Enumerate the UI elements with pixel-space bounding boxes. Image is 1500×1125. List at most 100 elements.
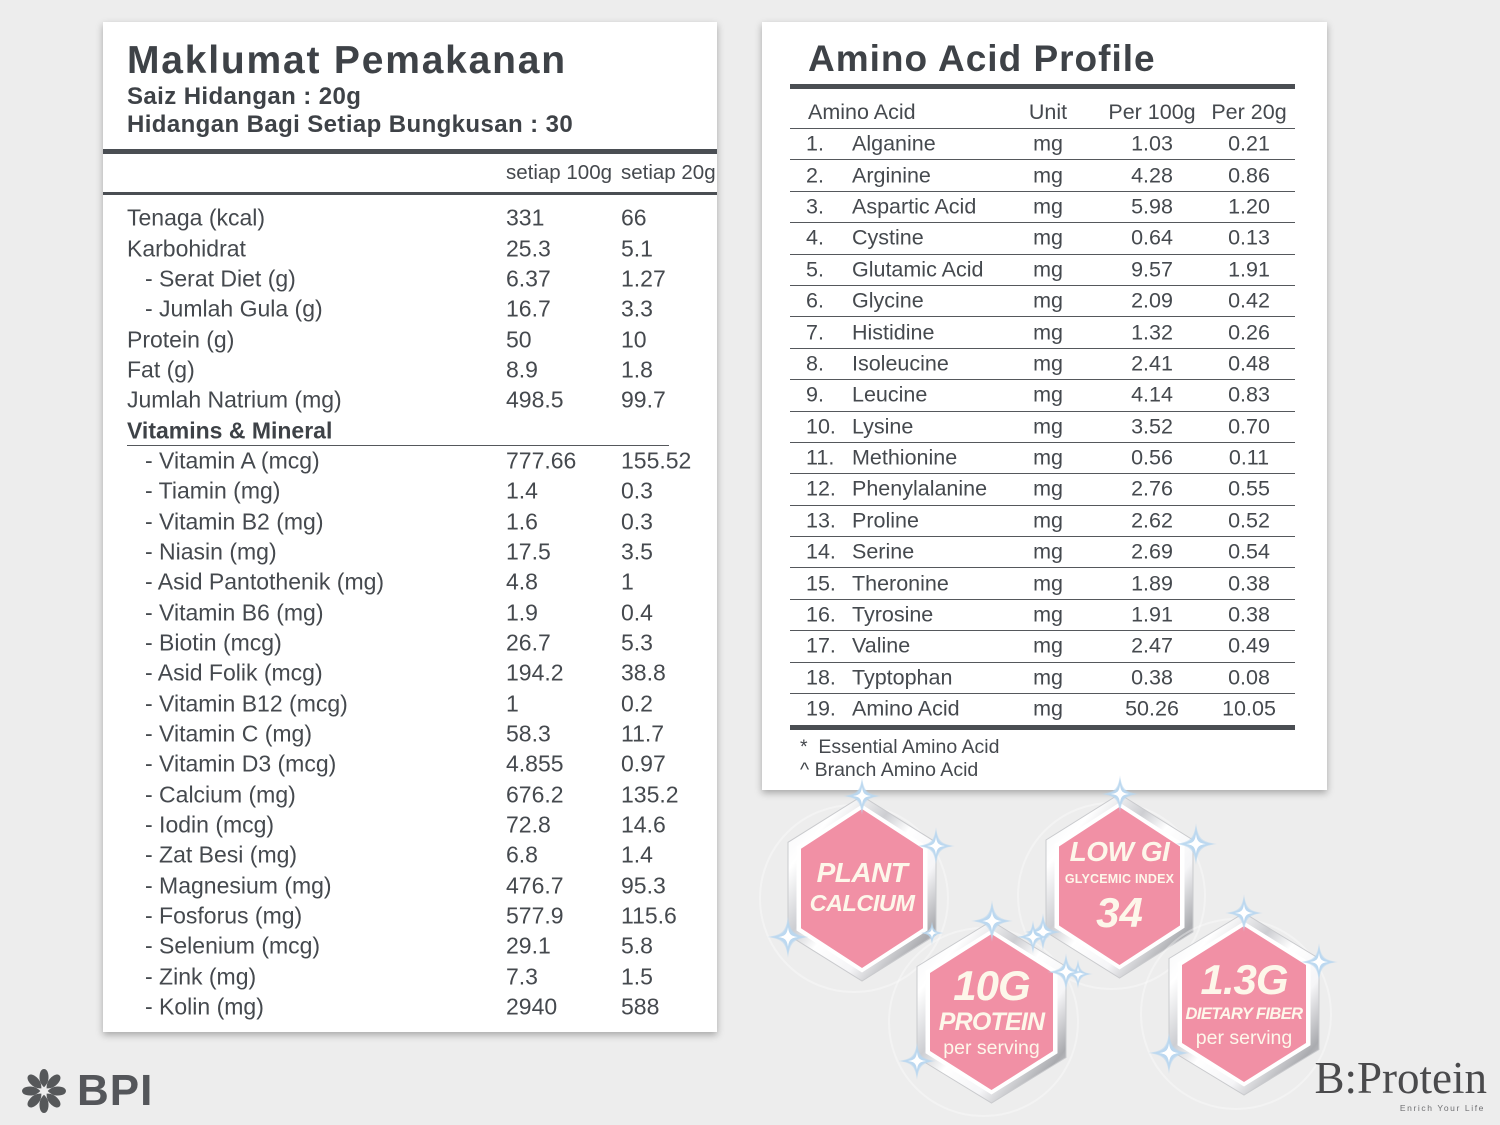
amino-acid-panel: Amino Acid Profile Amino Acid Unit Per 1… — [762, 22, 1327, 790]
sparkle-icon — [1300, 943, 1338, 981]
amino-row: 17. Valine mg 2.47 0.49 — [790, 630, 1295, 661]
amino-name: Histidine — [852, 320, 935, 345]
amino-per-100g: 1.89 — [1131, 571, 1173, 596]
value-per-20g: 14.6 — [621, 811, 666, 838]
sparkle-star — [927, 836, 945, 855]
amino-name: Theronine — [852, 571, 949, 596]
value-per-20g: 0.3 — [621, 477, 653, 504]
value-per-100g: 577.9 — [506, 902, 564, 929]
amino-per-20g: 1.91 — [1228, 257, 1270, 282]
value-per-20g: 99.7 — [621, 386, 666, 413]
value-per-100g: 1 — [506, 690, 519, 717]
badge-protein-10g: 10G PROTEIN per serving — [888, 900, 1085, 1118]
nutrition-row: - Asid Folik (mcg) 194.2 38.8 — [103, 658, 717, 688]
value-per-100g: 194.2 — [506, 659, 564, 686]
value-per-100g: 16.7 — [506, 295, 551, 322]
amino-per-20g: 0.48 — [1228, 351, 1270, 376]
amino-per-20g: 0.70 — [1228, 414, 1270, 439]
value-per-100g: 6.8 — [506, 841, 538, 868]
amino-row: 15. Theronine mg 1.89 0.38 — [790, 567, 1295, 598]
nutrition-row: - Vitamin B6 (mg) 1.9 0.4 — [103, 597, 717, 627]
amino-unit: mg — [1033, 445, 1063, 470]
nutrition-row: - Zink (mg) 7.3 1.5 — [103, 962, 717, 992]
amino-per-100g: 2.47 — [1131, 633, 1173, 658]
amino-row-number: 10. — [806, 414, 836, 439]
amino-per-20g: 0.55 — [1228, 476, 1270, 501]
value-per-20g: 155.52 — [621, 447, 692, 474]
value-per-100g: 8.9 — [506, 356, 538, 383]
value-per-20g: 0.3 — [621, 508, 653, 535]
amino-row: 8. Isoleucine mg 2.41 0.48 — [790, 347, 1295, 379]
amino-unit: mg — [1033, 633, 1063, 658]
bprotein-tagline: Enrich Your Life — [1399, 1103, 1485, 1113]
badge-hexagon — [1168, 912, 1320, 1096]
amino-row: 19. Amino Acid mg 50.26 10.05 — [790, 693, 1295, 724]
sparkle-icon — [767, 915, 809, 958]
nutrition-row: - Vitamin B12 (mcg) 1 0.2 — [103, 689, 717, 719]
amino-name: Leucine — [852, 382, 928, 407]
amino-row-number: 12. — [806, 476, 836, 501]
nutrient-label: - Serat Diet (g) — [145, 265, 296, 292]
nutrition-row: - Jumlah Gula (g) 16.7 3.3 — [103, 294, 717, 324]
badge-line: LOW GI — [1069, 836, 1170, 868]
amino-per-20g: 0.21 — [1228, 131, 1270, 156]
amino-name: Methionine — [852, 445, 958, 470]
nutrient-label: - Zat Besi (mg) — [145, 841, 298, 868]
nutrient-label: - Vitamin B12 (mcg) — [145, 690, 348, 717]
value-per-100g: 498.5 — [506, 386, 564, 413]
sparkle-star — [1159, 1043, 1179, 1064]
nutrition-row: - Niasin (mg) 17.5 3.5 — [103, 537, 717, 567]
sparkle-icon — [1024, 913, 1062, 951]
value-per-20g: 135.2 — [621, 781, 679, 808]
nutrition-row: - Selenium (mcg) 29.1 5.8 — [103, 931, 717, 961]
nutrition-row: - Calcium (mg) 676.2 135.2 — [103, 780, 717, 810]
amino-per-100g: 0.56 — [1131, 445, 1173, 470]
bprotein-brand-text: B:Protein — [1314, 1053, 1487, 1103]
bpi-logo-text: BPI — [77, 1066, 154, 1115]
nutrient-label: Fat (g) — [127, 356, 195, 383]
amino-per-20g: 0.13 — [1228, 225, 1270, 250]
amino-name: Alganine — [852, 131, 936, 156]
nutrition-row: - Tiamin (mg) 1.4 0.3 — [103, 476, 717, 506]
serving-size-text: Saiz Hidangan : 20g — [127, 83, 362, 110]
badge-plant-calcium: PLANT CALCIUM — [759, 777, 955, 994]
amino-row: 10. Lysine mg 3.52 0.70 — [790, 410, 1295, 442]
value-per-20g: 1.27 — [621, 265, 666, 292]
sparkle-icon — [843, 777, 881, 815]
amino-unit: mg — [1033, 476, 1063, 501]
sparkle-star — [853, 787, 871, 805]
amino-row: 2. Arginine mg 4.28 0.86 — [790, 159, 1295, 190]
nutrient-label: - Biotin (mcg) — [145, 629, 282, 656]
amino-unit: mg — [1033, 194, 1063, 219]
column-header-per-100g: setiap 100g — [506, 161, 613, 184]
amino-row-number: 11. — [806, 445, 835, 470]
amino-row: 13. Proline mg 2.62 0.52 — [790, 504, 1295, 536]
footnote-branch: ^ Branch Amino Acid — [800, 759, 979, 781]
badge-line: CALCIUM — [809, 890, 915, 917]
sparkle-icon — [919, 921, 944, 945]
amino-row-number: 5. — [806, 257, 824, 282]
amino-per-100g: 4.28 — [1131, 163, 1173, 188]
nutrition-panel-title: Maklumat Pemakanan — [127, 39, 567, 82]
badge-hexagon-inner — [1182, 926, 1306, 1082]
amino-per-20g: 0.08 — [1228, 665, 1270, 690]
amino-unit: mg — [1033, 602, 1063, 627]
amino-unit: mg — [1033, 225, 1063, 250]
sparkle-icon — [970, 900, 1013, 942]
amino-row: 11. Methionine mg 0.56 0.11 — [790, 441, 1295, 473]
nutrient-label: - Vitamin B6 (mg) — [145, 599, 324, 626]
amino-row: 5. Glutamic Acid mg 9.57 1.91 — [790, 253, 1295, 285]
amino-name: Cystine — [852, 225, 924, 250]
amino-per-20g: 0.52 — [1228, 508, 1270, 533]
value-per-100g: 7.3 — [506, 963, 538, 990]
nutrient-label: - Zink (mg) — [145, 963, 257, 990]
value-per-100g: 25.3 — [506, 235, 551, 262]
nutrition-row: - Zat Besi (mg) 6.8 1.4 — [103, 840, 717, 870]
value-per-20g: 5.8 — [621, 932, 653, 959]
amino-unit: mg — [1033, 257, 1063, 282]
value-per-100g: 4.855 — [506, 750, 564, 777]
flower-petal — [27, 1074, 42, 1089]
value-per-20g: 3.3 — [621, 295, 653, 322]
badge-line: PROTEIN — [938, 1007, 1045, 1036]
badge-line: 34 — [1096, 888, 1143, 936]
